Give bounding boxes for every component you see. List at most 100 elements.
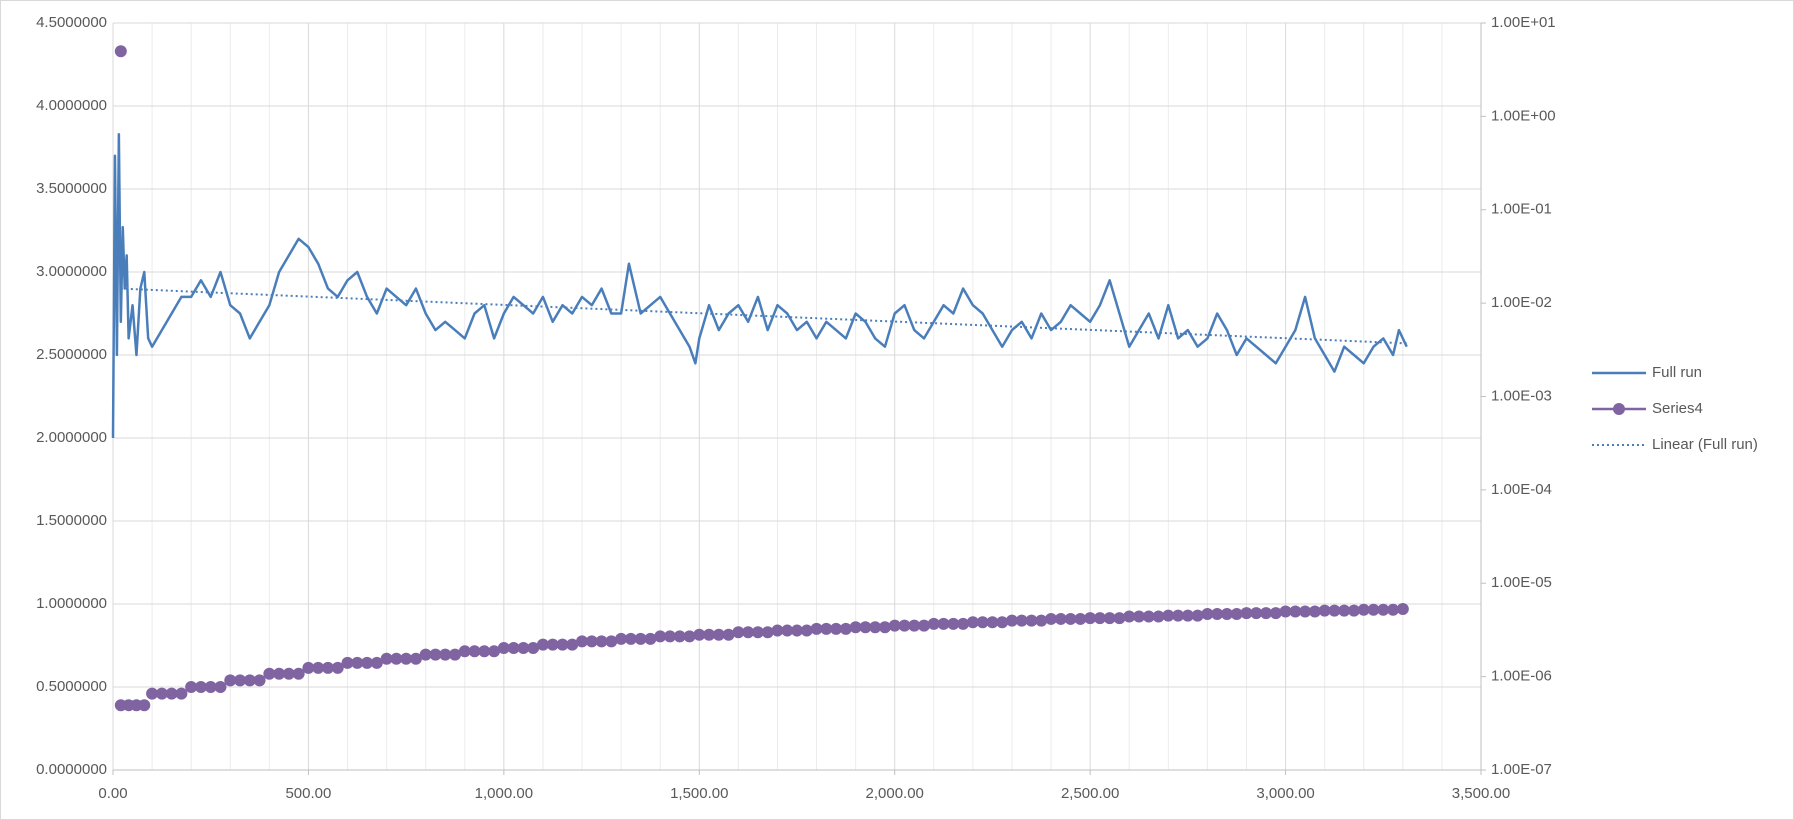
y2-tick-label: 1.00E-07 [1491,761,1552,778]
point [761,626,774,639]
point [429,648,442,661]
point [517,641,530,654]
y-tick-label: 1.5000000 [36,512,107,529]
point [1260,607,1273,620]
point [341,656,354,669]
point [1318,604,1331,617]
point [234,674,247,687]
point [1181,609,1194,622]
point [292,667,305,680]
point [488,645,501,658]
y2-tick-label: 1.00E+00 [1491,107,1556,124]
point [1162,609,1175,622]
point [380,652,393,665]
point [273,667,286,680]
y-tick-label: 4.5000000 [36,14,107,31]
point [859,621,872,634]
x-tick-label: 1,000.00 [475,785,533,802]
point [908,619,921,632]
point [839,622,852,635]
point [976,616,989,629]
x-tick-label: 3,500.00 [1452,785,1510,802]
point [1191,609,1204,622]
point [1005,614,1018,627]
point [1172,609,1185,622]
point [663,630,676,643]
point [351,656,364,669]
point [1387,603,1400,616]
x-tick-label: 2,500.00 [1061,785,1119,802]
point [1084,612,1097,625]
x-tick-label: 500.00 [285,785,331,802]
point [1054,612,1067,625]
point [918,619,931,632]
point [869,621,882,634]
point [1103,612,1116,625]
point [1328,604,1341,617]
point [419,648,432,661]
point [1113,612,1126,625]
point [546,638,559,651]
point [1123,610,1136,623]
point [1269,607,1282,620]
point [673,630,686,643]
point [576,635,589,648]
series-line [111,132,1408,439]
point [527,641,540,654]
point [751,626,764,639]
point [654,630,667,643]
point [1289,605,1302,618]
point [556,638,569,651]
point [624,632,637,645]
point [937,617,950,630]
point [1045,612,1058,625]
point [1338,604,1351,617]
point [1142,610,1155,623]
point [214,681,227,693]
x-tick-label: 2,000.00 [866,785,924,802]
point [1211,607,1224,620]
point [321,661,334,674]
point [194,681,207,693]
point [409,652,422,665]
point [1279,605,1292,618]
point [155,687,168,700]
point [1396,602,1409,615]
point [263,667,276,680]
point [742,626,755,639]
point [693,628,706,641]
point [927,617,940,630]
point [243,674,256,687]
y-tick-label: 3.0000000 [36,263,107,280]
y-tick-label: 3.5000000 [36,180,107,197]
y-tick-label: 2.0000000 [36,429,107,446]
point [820,622,833,635]
point [390,652,403,665]
point [458,645,471,658]
y-tick-label: 0.5000000 [36,678,107,695]
point [1133,610,1145,623]
legend-marker [1613,403,1625,415]
point [507,641,520,654]
point [1093,612,1106,625]
point [1074,612,1087,625]
point [1308,605,1321,618]
y-tick-label: 0.0000000 [36,761,107,778]
y-tick-label: 4.0000000 [36,97,107,114]
point [478,645,491,658]
point [878,621,891,634]
point [1015,614,1028,627]
point [732,626,745,639]
point [165,687,178,700]
point [1357,603,1370,616]
y2-tick-label: 1.00E-03 [1491,387,1552,404]
point [781,624,794,637]
legend-label: Series4 [1652,400,1703,417]
point [439,648,452,661]
point [282,667,295,680]
point [185,681,198,693]
point [830,622,843,635]
point [644,632,657,645]
